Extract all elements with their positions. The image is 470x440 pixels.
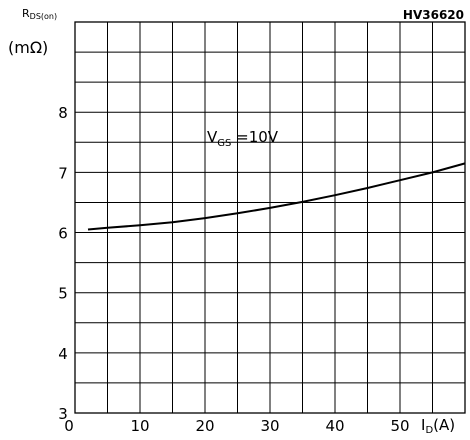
y-tick-label: 4 [58, 345, 68, 363]
y-axis-unit: (mΩ) [8, 38, 48, 57]
vgs-annotation: VGS =10V [207, 128, 279, 149]
plot-frame [74, 21, 466, 414]
series-line [87, 162, 466, 231]
y-tick-label: 6 [58, 225, 68, 243]
x-tick-label: 30 [260, 417, 279, 435]
x-tick-label: 0 [64, 417, 74, 435]
chart-code: HV36620 [403, 8, 464, 22]
x-tick-label: 20 [195, 417, 214, 435]
x-tick-label: 40 [325, 417, 344, 435]
x-tick-label: 10 [130, 417, 149, 435]
y-tick-label: 3 [58, 405, 68, 423]
y-tick-label: 5 [58, 285, 68, 303]
y-tick-label: 8 [58, 104, 68, 122]
tick-labels: 0 10 20 30 40 50 3 4 5 6 7 8 [58, 104, 409, 435]
x-axis-label: ID(A) [421, 416, 455, 436]
y-tick-label: 7 [58, 164, 68, 182]
x-tick-label: 50 [390, 417, 409, 435]
y-axis-label: RDS(on) [22, 7, 57, 21]
grid-lines [75, 22, 465, 413]
